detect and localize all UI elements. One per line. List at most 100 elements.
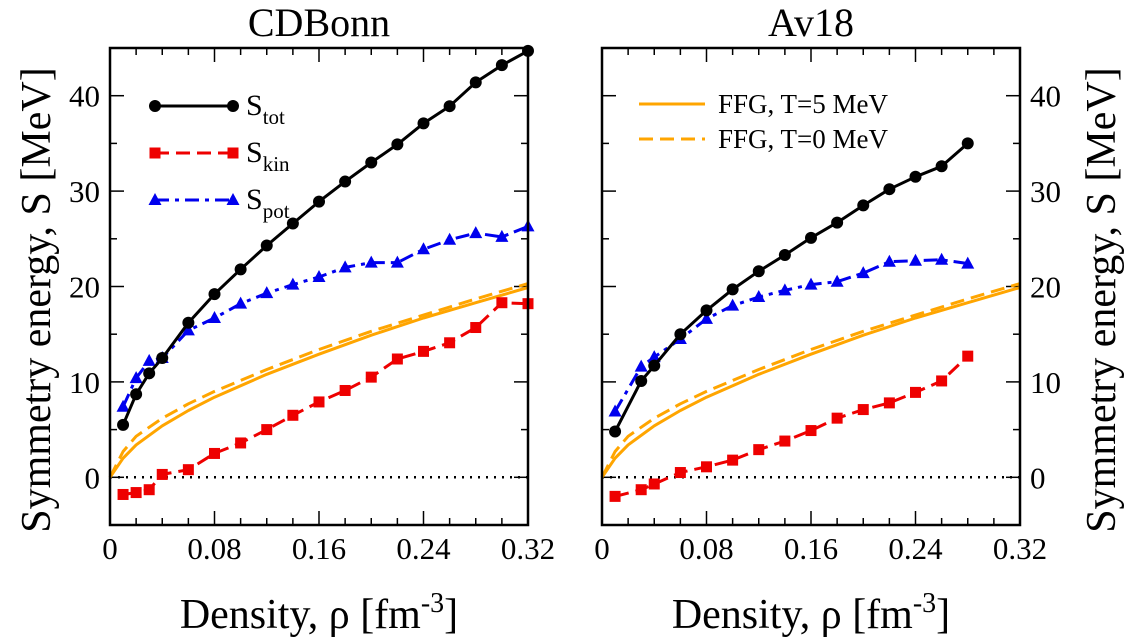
data-point-tot [609,425,622,438]
data-point-kin [805,425,817,437]
data-point-tot [182,316,195,329]
data-point-tot [469,76,482,89]
data-point-kin [635,484,647,496]
legend-marker-kin [149,147,161,159]
x-axis-label-close: ] [444,592,458,638]
y-tick-label: 20 [1030,270,1061,305]
data-point-pot [752,289,766,302]
legend-marker-kin [227,147,239,159]
data-point-kin [674,467,686,479]
series-line-ffg5 [108,286,529,479]
data-point-kin [182,464,194,476]
x-tick-label: 0.32 [501,531,555,566]
data-point-tot [857,199,870,212]
data-point-pot [726,298,740,311]
data-point-kin [962,350,974,362]
legend-marker-tot [149,100,161,112]
legend-label-tot: Stot [246,89,285,129]
data-point-kin [365,371,377,383]
data-point-tot [909,170,922,183]
data-point-pot [634,359,648,372]
data-point-tot [805,231,817,244]
data-point-pot [882,254,896,267]
data-point-pot [338,260,352,273]
data-point-pot [181,323,195,336]
data-point-tot [674,328,687,341]
panel-cdbonn: 0 0.08 0.16 0.24 0.32 0 10 20 30 40 CDBonn Density,… [69,0,555,638]
legend-label-ffg5: FFG, T=5 MeV [718,89,889,119]
panel-title: Av18 [768,0,854,45]
legend-marker-pot [226,193,240,205]
data-point-kin [235,437,247,449]
data-point-pot [909,253,922,266]
x-tick-label: 0.24 [396,531,451,566]
legend-label-base: S [246,89,263,122]
data-point-kin [470,322,482,334]
legend-label-pot: Spot [246,183,290,223]
data-point-tot [883,183,896,196]
x-tick-label: 0.16 [784,531,838,566]
data-point-tot [635,374,648,387]
data-point-tot [778,249,791,262]
x-tick-label: 0.32 [993,531,1047,566]
y-tick-label: 30 [1030,174,1061,209]
legend-label-subscript: kin [263,152,290,176]
data-point-kin [883,397,895,409]
panel-title: CDBonn [248,0,390,45]
data-point-pot [417,242,430,255]
data-point-kin [910,386,921,398]
data-point-pot [647,350,661,363]
data-point-pot [364,255,378,268]
data-point-tot [286,217,299,230]
data-point-pot [469,226,483,239]
data-point-kin [287,409,299,421]
data-point-tot [935,160,948,173]
series-line-ffg0 [108,282,529,478]
data-point-pot [961,256,975,269]
y-tick-label: 0 [1030,460,1046,495]
legend-label-kin: Skin [246,136,290,176]
data-point-tot [117,418,130,431]
data-point-kin [339,384,351,396]
y-tick-label: 20 [69,270,100,305]
x-axis-label-exponent: -3 [421,588,444,619]
y-tick-label: 40 [1030,79,1061,114]
x-tick-label: 0.08 [679,531,733,566]
data-point-tot [130,388,143,401]
legend-label-ffg0: FFG, T=0 MeV [718,124,889,154]
data-point-kin [130,487,142,499]
data-point-tot [391,138,404,151]
plot-frame [108,46,530,527]
right-y-axis-label: Symmetry energy, S [MeV] [1079,67,1125,532]
left-y-axis-label: Symmetry energy, S [MeV] [14,67,60,532]
data-point-pot [286,277,300,290]
legend-marker-tot [227,100,239,112]
x-tick-label: 0.24 [888,531,943,566]
data-point-kin [444,337,456,349]
x-axis-label-exponent: -3 [913,588,936,619]
data-point-tot [313,195,325,208]
series-line-ffg5 [600,286,1021,479]
x-axis-label: Density, ρ [fm-3] [672,588,950,638]
x-tick-label: 0 [594,531,610,566]
data-point-kin [753,444,765,456]
data-point-kin [936,375,948,387]
data-point-kin [609,490,621,502]
legend-label-base: S [246,136,263,169]
y-tick-label: 10 [1030,365,1061,400]
y-tick-label: 0 [85,460,101,495]
data-point-tot [726,283,739,296]
y-tick-label: 30 [69,174,100,209]
data-point-tot [143,367,156,380]
data-point-kin [391,353,403,365]
data-point-pot [804,277,818,290]
data-point-tot [260,239,273,252]
data-point-kin [418,345,429,357]
data-point-kin [209,447,220,459]
data-point-tot [156,352,169,365]
data-point-tot [417,117,430,130]
x-tick-label: 0.08 [187,531,241,566]
series-line-pot [121,225,529,408]
data-point-pot [312,269,326,282]
